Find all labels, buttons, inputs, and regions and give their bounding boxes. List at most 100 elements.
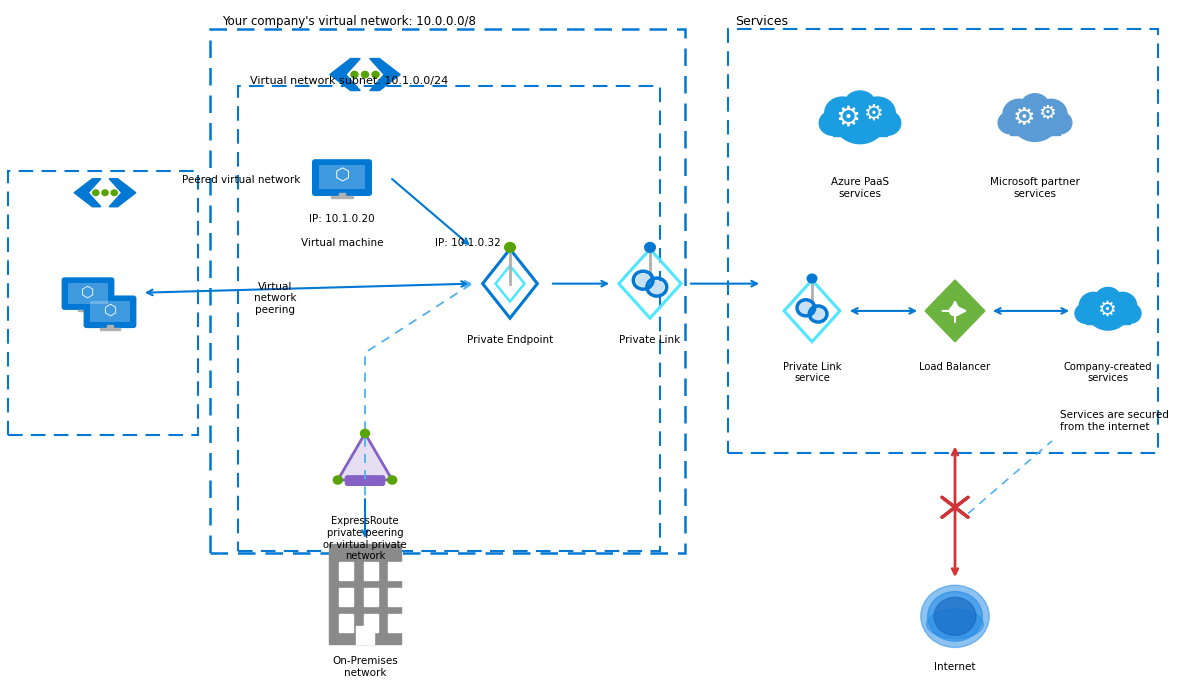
Text: Virtual machine: Virtual machine	[301, 238, 383, 248]
Text: Services are secured
from the internet: Services are secured from the internet	[1060, 410, 1169, 432]
Circle shape	[844, 91, 876, 120]
Circle shape	[920, 585, 989, 648]
Circle shape	[824, 97, 860, 130]
Circle shape	[1020, 94, 1050, 120]
Text: ⬡: ⬡	[335, 167, 349, 185]
Circle shape	[334, 476, 342, 484]
Bar	[238, 86, 660, 551]
FancyBboxPatch shape	[312, 159, 372, 196]
Text: ⚙: ⚙	[1098, 300, 1117, 319]
Circle shape	[1080, 293, 1108, 318]
Circle shape	[1003, 99, 1034, 128]
Bar	[356, 626, 373, 643]
Circle shape	[874, 111, 901, 135]
Polygon shape	[370, 59, 401, 90]
Circle shape	[799, 302, 812, 314]
Text: IP: 10.1.0.32: IP: 10.1.0.32	[436, 238, 500, 248]
Bar	[1086, 311, 1130, 324]
Text: On-Premises
network: On-Premises network	[332, 657, 398, 678]
Circle shape	[388, 476, 397, 484]
Text: Services: Services	[734, 15, 788, 29]
Circle shape	[112, 190, 118, 195]
Bar	[100, 328, 120, 330]
Bar	[388, 561, 402, 580]
Circle shape	[1034, 99, 1067, 128]
Text: Peered virtual network: Peered virtual network	[182, 175, 300, 185]
Bar	[364, 614, 378, 631]
Bar	[108, 325, 113, 328]
Text: Microsoft partner
services: Microsoft partner services	[990, 177, 1080, 199]
Text: ⬡: ⬡	[103, 303, 116, 318]
FancyBboxPatch shape	[90, 301, 131, 322]
Circle shape	[1120, 304, 1141, 323]
Text: Azure PaaS
services: Azure PaaS services	[830, 177, 889, 199]
Circle shape	[102, 190, 108, 195]
Circle shape	[1012, 99, 1058, 141]
Text: Internet: Internet	[935, 662, 976, 672]
Polygon shape	[338, 433, 392, 480]
Bar	[388, 587, 402, 606]
Circle shape	[820, 111, 846, 135]
Circle shape	[644, 242, 655, 252]
Circle shape	[934, 597, 976, 636]
FancyBboxPatch shape	[329, 544, 401, 643]
Bar	[78, 309, 98, 312]
Text: Your company's virtual network: 10.0.0.0/8: Your company's virtual network: 10.0.0.0…	[222, 15, 476, 29]
FancyBboxPatch shape	[346, 476, 384, 485]
Bar	[340, 587, 354, 606]
Circle shape	[636, 274, 650, 286]
Text: Virtual network subnet: 10.1.0.0/24: Virtual network subnet: 10.1.0.0/24	[250, 76, 449, 85]
FancyBboxPatch shape	[61, 277, 114, 310]
Bar	[728, 29, 1158, 453]
Circle shape	[1048, 112, 1072, 134]
Circle shape	[361, 71, 368, 78]
Text: Company-created
services: Company-created services	[1063, 362, 1152, 384]
Ellipse shape	[926, 609, 984, 638]
Bar	[8, 171, 198, 435]
Bar	[340, 193, 346, 197]
Text: ⚙: ⚙	[864, 103, 883, 123]
Circle shape	[834, 97, 886, 144]
Circle shape	[808, 274, 817, 283]
Text: Private Link: Private Link	[619, 335, 680, 344]
Bar	[364, 587, 378, 606]
Text: ExpressRoute
private peering
or virtual private
network: ExpressRoute private peering or virtual …	[323, 517, 407, 561]
Circle shape	[949, 306, 960, 316]
Circle shape	[998, 112, 1022, 134]
FancyBboxPatch shape	[319, 165, 365, 190]
Circle shape	[928, 592, 983, 641]
Circle shape	[360, 429, 370, 438]
Text: ⚙: ⚙	[1013, 106, 1036, 130]
Polygon shape	[330, 59, 360, 90]
Circle shape	[505, 242, 515, 252]
Bar	[364, 561, 378, 580]
Text: ⚙: ⚙	[1038, 104, 1056, 123]
Bar	[210, 29, 685, 553]
Circle shape	[1087, 292, 1129, 330]
Text: Virtual
network
peering: Virtual network peering	[253, 281, 296, 315]
Circle shape	[1096, 288, 1121, 311]
Bar	[85, 307, 91, 310]
FancyBboxPatch shape	[84, 295, 137, 328]
Text: Private Link
service: Private Link service	[782, 362, 841, 384]
Text: Private Endpoint: Private Endpoint	[467, 335, 553, 344]
Bar	[833, 120, 887, 136]
Bar	[340, 561, 354, 580]
Circle shape	[860, 97, 895, 130]
Bar	[388, 614, 402, 631]
Polygon shape	[109, 178, 136, 206]
Circle shape	[812, 309, 824, 320]
Circle shape	[1108, 293, 1136, 318]
Polygon shape	[74, 178, 101, 206]
Text: ⚙: ⚙	[835, 104, 860, 132]
Polygon shape	[925, 280, 985, 342]
Circle shape	[372, 71, 379, 78]
Text: ⬡: ⬡	[82, 285, 95, 300]
Circle shape	[1075, 304, 1097, 323]
Text: Load Balancer: Load Balancer	[919, 362, 990, 372]
Bar	[331, 196, 353, 198]
Circle shape	[92, 190, 98, 195]
Circle shape	[650, 281, 664, 293]
FancyBboxPatch shape	[67, 283, 108, 304]
Bar	[1010, 120, 1060, 134]
